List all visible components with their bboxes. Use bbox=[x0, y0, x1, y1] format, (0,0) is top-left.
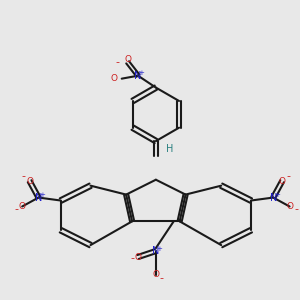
Text: +: + bbox=[39, 192, 45, 198]
Text: O: O bbox=[111, 74, 118, 83]
Text: +: + bbox=[274, 192, 280, 198]
Text: -: - bbox=[287, 171, 291, 181]
Text: N: N bbox=[269, 193, 277, 202]
Text: N: N bbox=[134, 71, 142, 81]
Text: O: O bbox=[134, 253, 142, 262]
Text: O: O bbox=[19, 202, 26, 211]
Text: -: - bbox=[21, 171, 25, 181]
Text: O: O bbox=[286, 202, 293, 211]
Text: O: O bbox=[124, 55, 131, 64]
Text: -: - bbox=[14, 204, 18, 214]
Text: -: - bbox=[159, 273, 163, 284]
Text: -: - bbox=[115, 57, 119, 67]
Text: N: N bbox=[35, 193, 42, 202]
Text: O: O bbox=[279, 177, 286, 186]
Text: N: N bbox=[152, 246, 160, 256]
Text: +: + bbox=[157, 246, 162, 252]
Text: -: - bbox=[131, 254, 135, 263]
Text: O: O bbox=[26, 177, 33, 186]
Text: H: H bbox=[166, 143, 173, 154]
Text: -: - bbox=[294, 204, 298, 214]
Text: O: O bbox=[152, 270, 159, 279]
Text: +: + bbox=[138, 70, 144, 76]
